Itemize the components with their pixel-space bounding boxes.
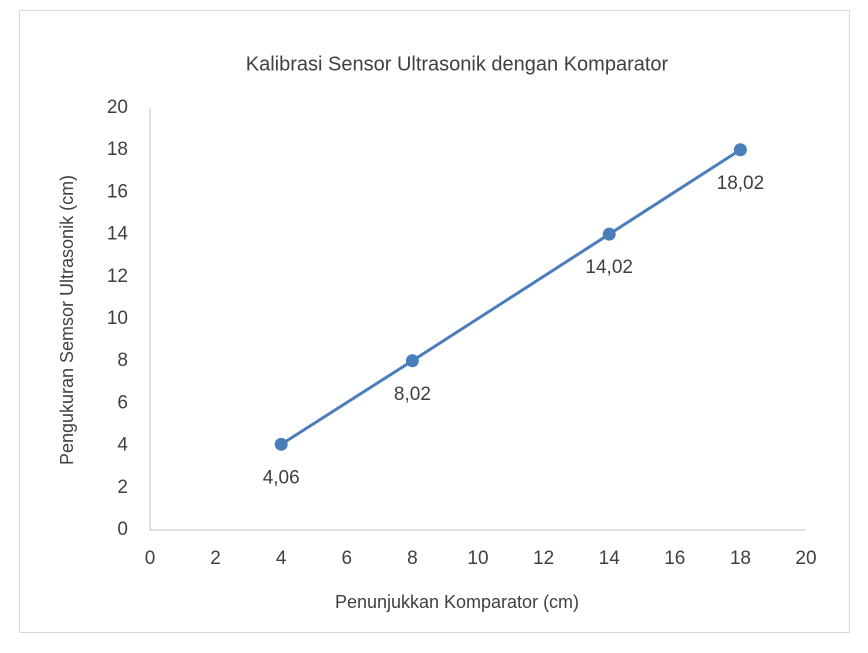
data-label: 18,02 bbox=[717, 173, 765, 194]
y-tick-label: 14 bbox=[107, 224, 129, 245]
chart-title: Kalibrasi Sensor Ultrasonik dengan Kompa… bbox=[246, 53, 669, 75]
x-tick-label: 6 bbox=[342, 548, 353, 569]
data-label: 4,06 bbox=[263, 467, 300, 488]
x-tick-label: 2 bbox=[210, 548, 221, 569]
chart-border bbox=[19, 10, 850, 633]
x-tick-label: 4 bbox=[276, 548, 287, 569]
y-tick-label: 6 bbox=[117, 392, 128, 413]
x-tick-label: 14 bbox=[599, 548, 621, 569]
y-tick-label: 2 bbox=[117, 477, 128, 498]
y-tick-label: 16 bbox=[107, 181, 128, 202]
x-tick-label: 0 bbox=[145, 548, 156, 569]
y-tick-label: 10 bbox=[107, 308, 128, 329]
y-tick-label: 20 bbox=[107, 97, 128, 118]
data-point bbox=[405, 354, 419, 368]
data-label: 14,02 bbox=[585, 257, 633, 278]
y-tick-label: 8 bbox=[117, 350, 128, 371]
x-tick-label: 18 bbox=[730, 548, 751, 569]
data-line bbox=[280, 148, 742, 446]
y-tick-label: 18 bbox=[107, 139, 128, 160]
x-axis-title: Penunjukkan Komparator (cm) bbox=[335, 592, 579, 612]
x-tick-label: 16 bbox=[664, 548, 685, 569]
y-tick-label: 4 bbox=[117, 435, 128, 456]
y-tick-label: 12 bbox=[107, 266, 128, 287]
x-tick-label: 20 bbox=[795, 548, 816, 569]
x-tick-label: 8 bbox=[407, 548, 418, 569]
x-tick-label: 12 bbox=[533, 548, 554, 569]
data-point bbox=[733, 143, 747, 157]
data-point bbox=[274, 437, 288, 451]
y-tick-label: 0 bbox=[117, 519, 128, 540]
y-axis-title: Pengukuran Semsor Ultrasonik (cm) bbox=[57, 175, 77, 465]
data-label: 8,02 bbox=[394, 384, 431, 405]
x-tick-label: 10 bbox=[467, 548, 488, 569]
data-point bbox=[602, 227, 616, 241]
